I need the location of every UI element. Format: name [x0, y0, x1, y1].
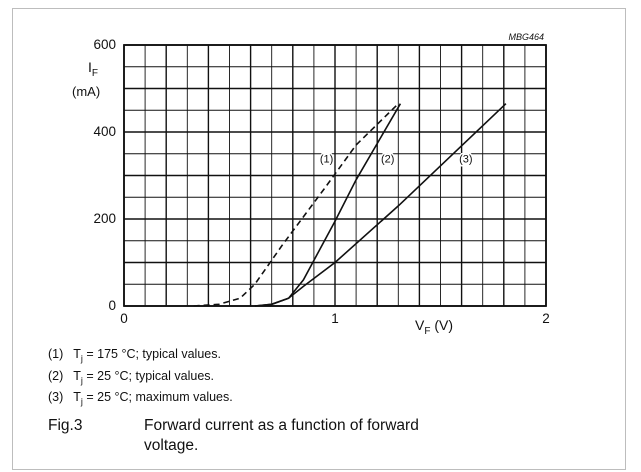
series-line-1	[193, 103, 399, 307]
figure-frame	[12, 8, 626, 470]
x-tick-label: 0	[120, 311, 128, 326]
legend-subscript: j	[80, 396, 83, 407]
series-label: (3)	[459, 153, 472, 165]
caption-text: Forward current as a function of forward…	[144, 416, 564, 456]
legend-number: (2)	[48, 368, 64, 383]
caption-label: Fig.3	[48, 417, 83, 434]
series-label: (1)	[320, 153, 333, 165]
y-tick-label: 0	[108, 298, 116, 313]
legend-symbol: T	[73, 390, 81, 404]
plot-border	[123, 44, 547, 307]
legend-symbol: T	[73, 347, 81, 361]
legend-item-3: (3) Tj = 25 °C; maximum values.	[48, 389, 233, 411]
legend-item-2: (2) Tj = 25 °C; typical values.	[48, 368, 233, 390]
legend-symbol: T	[73, 368, 81, 383]
legend-number: (1)	[48, 347, 64, 361]
series-line-3	[254, 103, 507, 307]
legend-text: = 175 °C; typical values.	[82, 347, 221, 361]
y-tick-label: 200	[93, 211, 116, 226]
legend-item-1: (1) Tj = 175 °C; typical values.	[48, 346, 233, 368]
legend-subscript: j	[80, 375, 83, 385]
series-line-2	[254, 103, 402, 307]
y-tick-label: 600	[93, 37, 116, 52]
x-tick-label: 1	[331, 311, 339, 326]
series-label: (2)	[381, 153, 394, 165]
figure-code: MBG464	[508, 32, 544, 42]
legend-text: = 25 °C; maximum values.	[82, 390, 233, 404]
caption-line-1: Forward current as a function of forward	[144, 417, 419, 434]
x-tick-label: 2	[542, 311, 550, 326]
legend-subscript: j	[80, 353, 83, 364]
y-tick-label: 400	[93, 124, 116, 139]
caption-line-2: voltage.	[144, 437, 199, 454]
y-axis-unit: (mA)	[72, 84, 100, 99]
x-axis-label: VF (V)	[415, 317, 453, 337]
legend-number: (3)	[48, 390, 64, 404]
y-axis-label: IF	[88, 59, 98, 79]
legend: (1) Tj = 175 °C; typical values. (2) Tj …	[48, 346, 233, 411]
legend-text: = 25 °C; typical values.	[82, 368, 214, 383]
